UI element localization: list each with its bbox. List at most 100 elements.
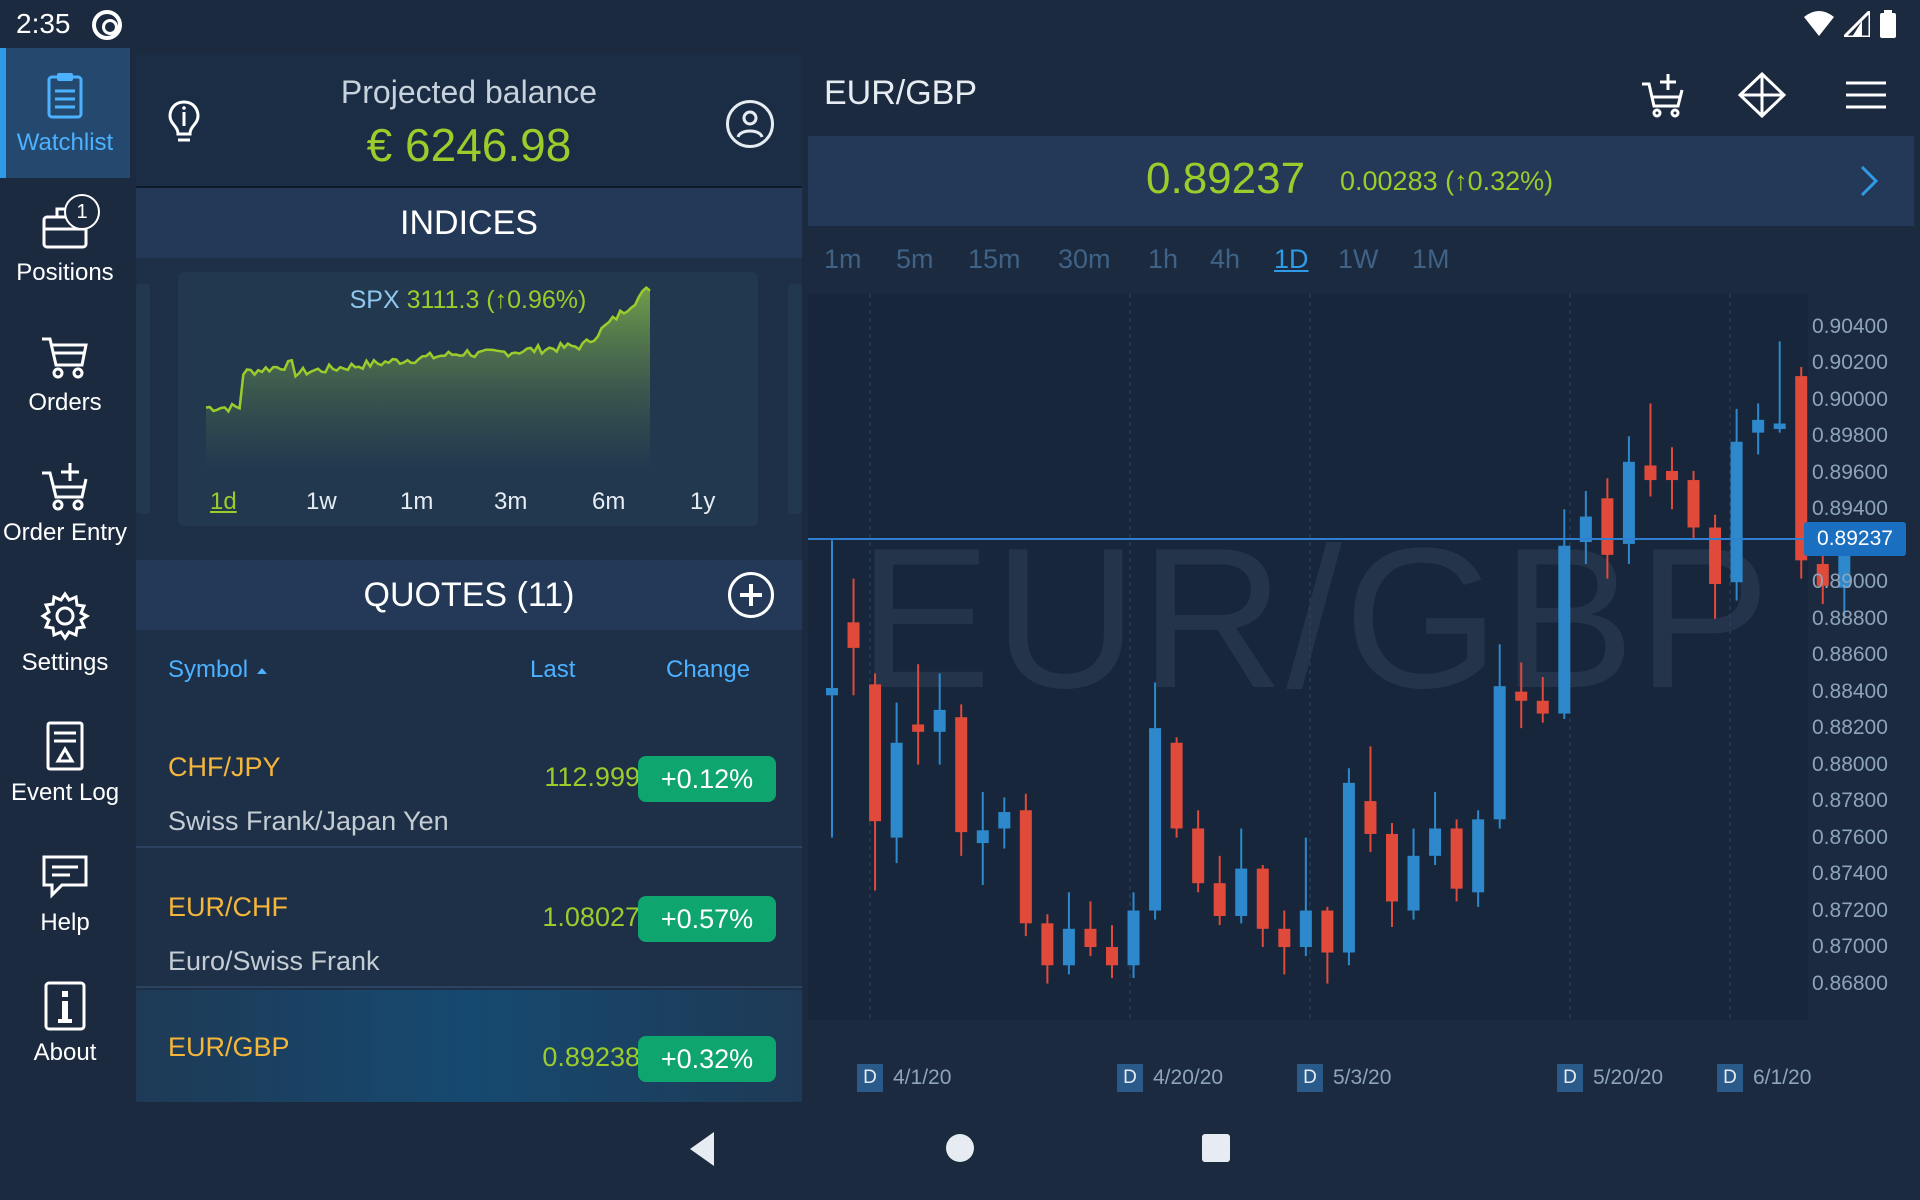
sidebar-item-label: Help [40, 909, 90, 936]
col-change-header[interactable]: Change [666, 656, 751, 683]
col-last-header[interactable]: Last [530, 656, 576, 683]
candle-body [1752, 419, 1765, 433]
sidebar-item-event-log[interactable]: Event Log [0, 698, 130, 828]
divider [136, 186, 802, 188]
android-navigation-bar [0, 1104, 1920, 1200]
period-1m[interactable]: 1m [400, 488, 434, 515]
tf-1W[interactable]: 1W [1338, 244, 1379, 274]
sidebar-item-about[interactable]: About [0, 958, 130, 1088]
home-icon[interactable] [944, 1132, 976, 1164]
tf-5m[interactable]: 5m [896, 244, 934, 274]
quote-symbol: EUR/GBP [168, 1032, 290, 1062]
period-1w[interactable]: 1w [306, 488, 337, 515]
candle-body [826, 688, 838, 696]
sidebar-item-positions[interactable]: 1 Positions [0, 178, 130, 308]
tf-1h[interactable]: 1h [1148, 244, 1179, 274]
indices-title: INDICES [136, 188, 802, 258]
user-profile-icon[interactable] [726, 100, 774, 148]
positions-badge: 1 [64, 194, 100, 230]
date-text: 6/1/20 [1753, 1066, 1812, 1089]
date-marker: D [1717, 1064, 1743, 1092]
candlestick-chart[interactable]: EUR/GBP 0.90400 0.90200 0.90000 0.89800 0.89… [808, 294, 1914, 1100]
crosshair-move-icon[interactable] [1738, 72, 1786, 118]
date-marker: D [1557, 1064, 1583, 1092]
price-tick-label: 0.90000 [1812, 387, 1888, 411]
tf-1D[interactable]: 1D [1274, 244, 1309, 274]
signal-icon [1844, 11, 1870, 37]
quote-last: 0.89238 [542, 1042, 640, 1072]
sidebar-item-settings[interactable]: Settings [0, 568, 130, 698]
date-label: D 6/1/20 [1717, 1064, 1811, 1092]
price-tick-label: 0.88600 [1812, 643, 1888, 667]
tf-1m[interactable]: 1m [824, 244, 862, 274]
quote-change-badge: +0.32% [638, 1036, 776, 1082]
document-icon [46, 721, 84, 771]
candle-body [1601, 498, 1614, 555]
quote-row[interactable]: EUR/CHF Euro/Swiss Frank 1.08027 +0.57% [136, 850, 802, 988]
chevron-right-icon[interactable] [1858, 164, 1880, 198]
candle-body [1493, 686, 1506, 820]
candle-body [1709, 527, 1722, 585]
col-symbol-header[interactable]: Symbol [168, 656, 269, 684]
chat-icon [42, 855, 88, 899]
sort-asc-icon [256, 667, 267, 674]
recents-icon[interactable] [1200, 1132, 1232, 1164]
price-tick-label: 0.89400 [1812, 497, 1888, 521]
price-tick-label: 0.87000 [1812, 935, 1888, 959]
quote-change-badge: +0.57% [638, 896, 776, 942]
tf-15m[interactable]: 15m [968, 244, 1021, 274]
price-tick-label: 0.88400 [1812, 679, 1888, 703]
lightbulb-icon[interactable] [164, 98, 204, 146]
candle-body [1041, 923, 1054, 966]
period-1d[interactable]: 1d [210, 488, 237, 515]
date-label: D 4/20/20 [1117, 1064, 1223, 1092]
cart-add-icon[interactable] [1640, 72, 1688, 118]
period-3m[interactable]: 3m [494, 488, 528, 515]
indices-carousel: SPX 3111.3 (↑0.96%) 1d 1w 1m 3m 6m 1y [136, 260, 802, 526]
candle-body [1364, 801, 1377, 834]
quote-row-selected[interactable]: EUR/GBP 0.89238 +0.32% [136, 990, 802, 1102]
period-1y[interactable]: 1y [690, 488, 716, 515]
candle-body [1149, 728, 1162, 911]
quote-symbol: EUR/CHF [168, 892, 288, 922]
add-quote-icon[interactable] [728, 572, 774, 618]
date-label: D 5/3/20 [1297, 1064, 1391, 1092]
notification-icon [92, 10, 122, 40]
balance-header: Projected balance € 6246.98 [136, 54, 802, 186]
price-tick-label: 0.87800 [1812, 789, 1888, 813]
index-period-selector: 1d 1w 1m 3m 6m 1y [198, 488, 758, 518]
candle-body [1536, 700, 1549, 714]
menu-icon[interactable] [1842, 72, 1890, 118]
tf-4h[interactable]: 4h [1210, 244, 1241, 274]
period-6m[interactable]: 6m [592, 488, 626, 515]
quote-row[interactable]: CHF/JPY Swiss Frank/Japan Yen 112.999 +0… [136, 710, 802, 848]
sidebar: Watchlist 1 Positions Orders Order Entry… [0, 48, 130, 1104]
date-text: 5/20/20 [1593, 1066, 1664, 1089]
tf-1M[interactable]: 1M [1412, 244, 1450, 274]
index-card-spx[interactable]: SPX 3111.3 (↑0.96%) 1d 1w 1m 3m 6m 1y [178, 272, 758, 526]
tf-30m[interactable]: 30m [1058, 244, 1111, 274]
sidebar-item-help[interactable]: Help [0, 828, 130, 958]
candle-body [1429, 828, 1442, 856]
price-tick-label: 0.88800 [1812, 606, 1888, 630]
price-change: 0.00283 (↑0.32%) [1340, 166, 1554, 196]
date-marker: D [1117, 1064, 1143, 1092]
candle-body [1321, 910, 1334, 953]
candle-body [1472, 819, 1485, 893]
prev-index-card[interactable] [136, 284, 150, 514]
candle-body [1192, 828, 1205, 884]
candle-body [1299, 910, 1312, 948]
timeframe-selector: 1m 5m 15m 30m 1h 4h 1D 1W 1M [808, 232, 1914, 292]
price-tick-label: 0.90400 [1812, 314, 1888, 338]
back-icon[interactable] [686, 1130, 718, 1168]
price-axis: 0.90400 0.90200 0.90000 0.89800 0.89600 0.894… [1812, 294, 1912, 1100]
price-tick-label: 0.88200 [1812, 716, 1888, 740]
candle-body [1730, 441, 1743, 583]
sidebar-item-orders[interactable]: Orders [0, 308, 130, 438]
price-tick-label: 0.87200 [1812, 898, 1888, 922]
candle-body [1687, 480, 1700, 528]
sidebar-item-watchlist[interactable]: Watchlist [0, 48, 130, 178]
sidebar-item-order-entry[interactable]: Order Entry [0, 438, 130, 568]
price-tick-label: 0.87600 [1812, 825, 1888, 849]
next-index-card[interactable] [788, 284, 802, 514]
